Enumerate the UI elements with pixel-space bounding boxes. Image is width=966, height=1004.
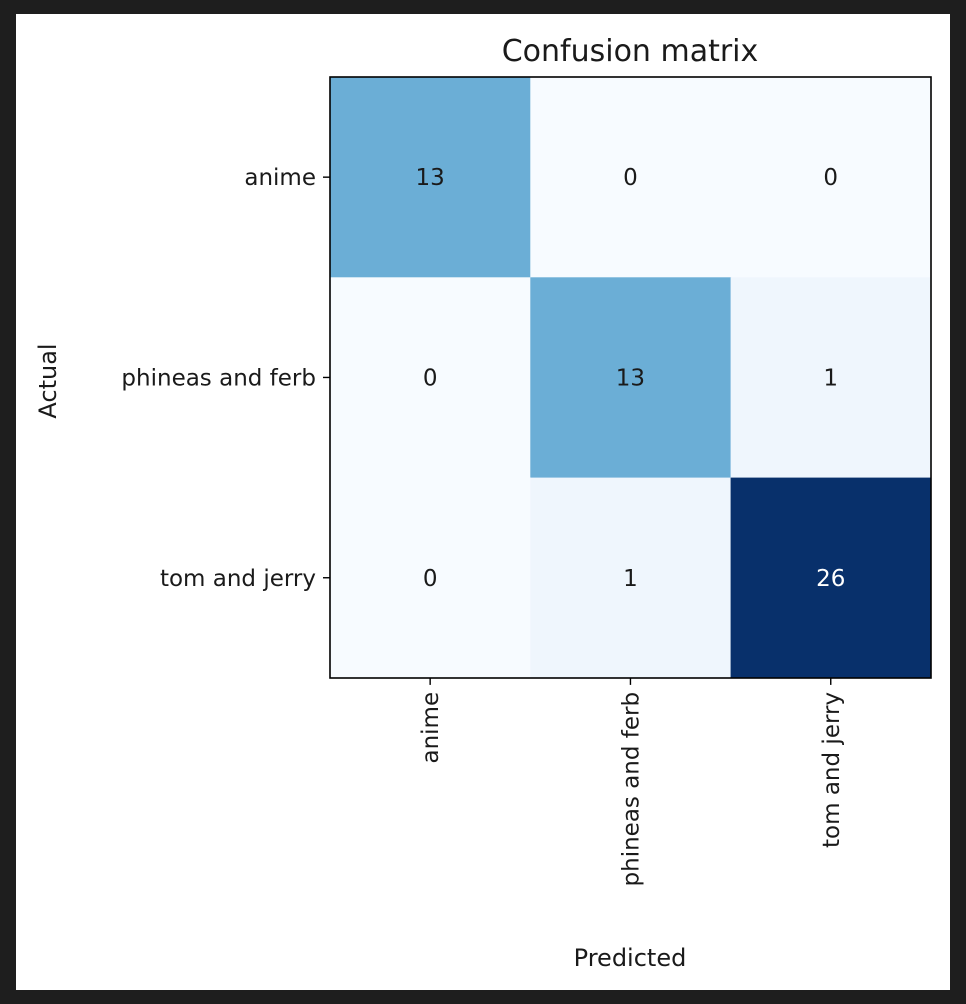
heatmap-cell-labels: 13 0 0 0 13 1 0 1 26 — [416, 165, 846, 592]
x-tick-label: anime — [418, 692, 444, 764]
cell-value-label: 13 — [416, 165, 445, 191]
figure-frame: Confusion matrix 13 0 0 0 13 1 0 1 26 anime phine… — [16, 14, 950, 990]
x-axis-label: Predicted — [574, 944, 687, 972]
y-tick-label: tom and jerry — [160, 566, 316, 592]
cell-value-label: 0 — [423, 365, 438, 391]
cell-value-label: 26 — [816, 566, 845, 592]
cell-value-label: 0 — [823, 165, 838, 191]
cell-value-label: 0 — [623, 165, 638, 191]
heatmap-cell-1-2 — [730, 277, 932, 479]
x-tick-label: phineas and ferb — [618, 692, 644, 887]
x-tick-label: tom and jerry — [819, 692, 845, 848]
heatmap-cell-0-0 — [330, 77, 531, 278]
y-tick-label: phineas and ferb — [121, 365, 316, 391]
chart-title: Confusion matrix — [502, 34, 759, 69]
axis-ticks — [323, 176, 832, 685]
heatmap-cell-2-2 — [730, 477, 932, 679]
heatmap-cell-2-1 — [530, 477, 732, 679]
cell-value-label: 13 — [616, 365, 645, 391]
heatmap-cell-0-1 — [530, 77, 732, 278]
heatmap-cell-1-1 — [530, 277, 732, 479]
heatmap-cell-1-0 — [330, 277, 531, 479]
y-tick-label: anime — [244, 165, 316, 191]
heatmap-cell-2-0 — [330, 477, 531, 679]
y-axis-label: Actual — [34, 343, 62, 418]
heatmap-cells — [330, 77, 932, 679]
heatmap-cell-0-2 — [730, 77, 932, 278]
cell-value-label: 0 — [423, 566, 438, 592]
cell-value-label: 1 — [823, 365, 838, 391]
cell-value-label: 1 — [623, 566, 638, 592]
axis-tick-labels: anime phineas and ferb tom and jerry anime p… — [121, 165, 844, 886]
confusion-matrix-chart: Confusion matrix 13 0 0 0 13 1 0 1 26 anime phine… — [34, 34, 932, 972]
